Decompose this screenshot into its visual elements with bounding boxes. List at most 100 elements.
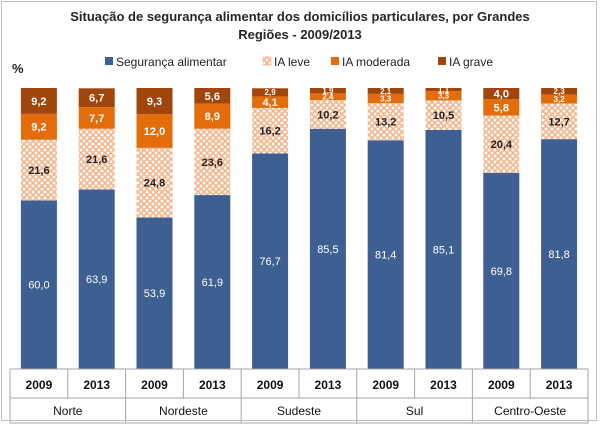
bar-segment-ia-leve [367, 103, 404, 141]
x-tick-label: 2009 [488, 378, 515, 392]
legend-swatch-seguranca-alimentar [105, 57, 113, 65]
x-tick-label: 2013 [199, 378, 226, 392]
data-label-ia-leve: 12,7 [548, 116, 569, 128]
bar-segment-seguranca-alimentar [194, 195, 231, 369]
legend-label-ia-moderada: IA moderada [342, 55, 410, 69]
bar-segment-seguranca-alimentar [78, 189, 115, 369]
data-label-ia-moderada: 3,3 [380, 94, 392, 103]
x-tick-label: 2009 [26, 378, 53, 392]
x-group-label: Sudeste [277, 404, 321, 418]
bar-segment-ia-leve [309, 100, 346, 129]
bar-segment-ia-moderada [541, 94, 578, 104]
data-label-ia-grave: 5,6 [205, 91, 220, 103]
bar-segment-ia-leve [425, 100, 462, 130]
bar-segment-seguranca-alimentar [20, 200, 57, 369]
data-label-ia-leve: 16,2 [259, 126, 280, 138]
plot-area: 60,0 21,6 9,2 9,2 63,9 21,6 7,7 6,7 53,9 24,8 12,0… [20, 85, 578, 369]
legend-label-ia-leve: IA leve [274, 55, 310, 69]
bar-segment-ia-leve [252, 107, 289, 154]
data-label-ia-moderada: 4,1 [262, 97, 277, 109]
x-tick-label: 2009 [257, 378, 284, 392]
bar-segment-seguranca-alimentar [367, 140, 404, 369]
data-label-ia-leve: 21,6 [86, 154, 107, 166]
data-label-ia-leve: 10,5 [433, 110, 454, 122]
data-label-seguranca-alimentar: 60,0 [28, 280, 49, 292]
data-label-ia-grave: 2,9 [265, 88, 277, 97]
x-tick-label: 2013 [546, 378, 573, 392]
bar-segment-ia-grave [136, 88, 173, 115]
data-label-ia-grave: 9,3 [147, 96, 162, 108]
data-label-seguranca-alimentar: 85,5 [317, 244, 338, 256]
bar-segment-ia-grave [541, 88, 578, 95]
bar-segment-seguranca-alimentar [252, 153, 289, 369]
bar-segment-ia-moderada [20, 113, 57, 140]
bar-segment-seguranca-alimentar [541, 139, 578, 369]
x-group-label: Centro-Oeste [494, 404, 566, 418]
data-label-ia-leve: 23,6 [202, 157, 223, 169]
x-group-label: Sul [406, 404, 423, 418]
data-label-ia-grave: 4,0 [494, 89, 509, 101]
legend-label-ia-grave: IA grave [449, 55, 493, 69]
legend-label-seguranca-alimentar: Segurança alimentar [116, 55, 227, 69]
data-label-ia-moderada: 5,8 [494, 102, 509, 114]
bar-segment-ia-moderada [252, 96, 289, 108]
bar-segment-ia-grave [367, 88, 404, 94]
x-tick-label: 2009 [141, 378, 168, 392]
data-label-ia-leve: 13,2 [375, 117, 396, 129]
data-label-seguranca-alimentar: 76,7 [259, 256, 280, 268]
chart-title-line-1: Situação de segurança alimentar dos domi… [70, 9, 530, 24]
bar-segment-ia-grave [483, 88, 520, 100]
legend: Segurança alimentar IA leve IA moderada IA … [105, 55, 493, 69]
x-tick-label: 2009 [372, 378, 399, 392]
bar-segment-ia-grave [252, 88, 289, 97]
bar-segment-ia-leve [78, 128, 115, 190]
bar-segment-ia-moderada [367, 93, 404, 104]
data-label-ia-leve: 20,4 [491, 139, 513, 151]
bar-segment-seguranca-alimentar [136, 217, 173, 369]
data-label-seguranca-alimentar: 63,9 [86, 274, 107, 286]
data-label-ia-grave: 6,7 [89, 93, 104, 105]
x-group-label: Norte [53, 404, 83, 418]
bar-segment-ia-grave [194, 88, 231, 104]
data-label-seguranca-alimentar: 69,8 [491, 266, 512, 278]
bar-segment-ia-moderada [425, 91, 462, 101]
x-tick-label: 2013 [315, 378, 342, 392]
data-label-ia-grave: 2,1 [380, 87, 392, 96]
bar-segment-seguranca-alimentar [425, 129, 462, 369]
data-label-seguranca-alimentar: 81,4 [375, 250, 396, 262]
bar-segment-ia-moderada [483, 99, 520, 116]
data-label-seguranca-alimentar: 81,8 [548, 249, 569, 261]
data-label-ia-moderada: 12,0 [144, 126, 165, 138]
chart-title-line-2: Regiões - 2009/2013 [238, 27, 362, 42]
data-label-ia-grave: 1,1 [438, 85, 450, 94]
bar-segment-ia-grave [78, 88, 115, 108]
x-tick-label: 2013 [430, 378, 457, 392]
data-label-ia-moderada: 3,2 [554, 95, 566, 104]
bar-segment-ia-moderada [309, 93, 346, 101]
data-label-ia-leve: 10,2 [317, 109, 338, 121]
data-label-ia-grave: 9,2 [31, 96, 46, 108]
data-label-ia-leve: 24,8 [144, 178, 165, 190]
data-label-ia-leve: 21,6 [28, 165, 49, 177]
data-label-seguranca-alimentar: 61,9 [202, 277, 223, 289]
data-label-seguranca-alimentar: 53,9 [144, 288, 165, 300]
y-unit-label: % [12, 61, 24, 76]
bar-segment-ia-moderada [194, 103, 231, 129]
data-label-ia-grave: 1,9 [322, 87, 334, 96]
bar-segment-ia-leve [20, 139, 57, 201]
data-label-ia-grave: 2,3 [554, 87, 566, 96]
bar-segment-ia-grave [425, 88, 462, 92]
bar-segment-seguranca-alimentar [309, 128, 346, 369]
bar-segment-ia-leve [483, 115, 520, 173]
bar-segment-ia-leve [194, 128, 231, 196]
legend-swatch-ia-grave [438, 57, 446, 65]
bar-segment-ia-leve [541, 103, 578, 140]
data-label-ia-moderada: 8,9 [205, 111, 220, 123]
data-label-seguranca-alimentar: 85,1 [433, 244, 454, 256]
x-tick-label: 2013 [83, 378, 110, 392]
legend-swatch-ia-moderada [331, 57, 339, 65]
bar-segment-seguranca-alimentar [483, 172, 520, 369]
data-label-ia-moderada: 7,7 [89, 113, 104, 125]
